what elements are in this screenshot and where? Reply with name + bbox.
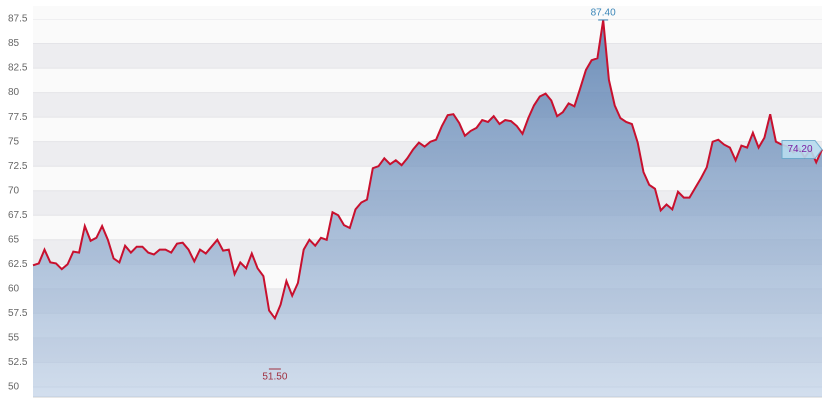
y-tick-label: 85	[8, 38, 20, 49]
grid-band	[33, 19, 822, 44]
y-tick-label: 87.5	[8, 14, 28, 25]
top-band	[33, 6, 822, 19]
y-tick-label: 72.5	[8, 161, 28, 172]
last-label: 74.20	[787, 144, 812, 155]
grid-band	[33, 117, 822, 142]
y-tick-label: 60	[8, 284, 20, 295]
y-tick-label: 55	[8, 333, 20, 344]
area	[33, 20, 822, 397]
y-tick-label: 75	[8, 136, 20, 147]
grid-band	[33, 92, 822, 118]
grid-band	[33, 43, 822, 69]
y-tick-label: 80	[8, 87, 20, 98]
y-tick-label: 50	[8, 382, 20, 393]
max-label: 87.40	[591, 8, 616, 19]
y-tick-label: 67.5	[8, 210, 28, 221]
y-tick-label: 57.5	[8, 308, 28, 319]
y-tick-label: 62.5	[8, 259, 28, 270]
last-callout	[781, 140, 823, 160]
y-tick-label: 82.5	[8, 63, 28, 74]
min-label: 51.50	[262, 372, 287, 383]
grid-band	[33, 68, 822, 93]
line	[32, 19, 823, 321]
y-tick-label: 77.5	[8, 112, 28, 123]
y-tick-label: 70	[8, 185, 20, 196]
y-tick-label: 65	[8, 234, 20, 245]
y-tick-label: 52.5	[8, 357, 28, 368]
